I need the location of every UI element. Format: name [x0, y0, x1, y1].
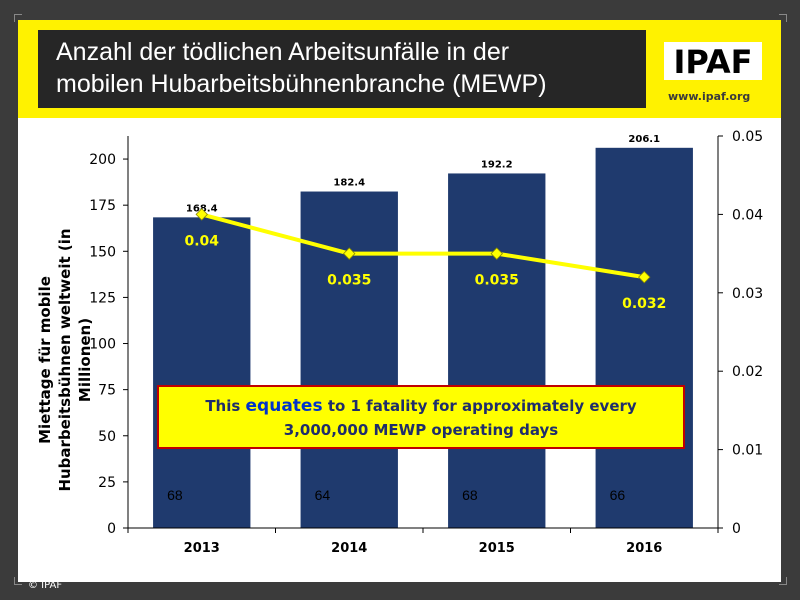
bar-2014	[300, 191, 398, 529]
y-tick-label: 125	[89, 290, 116, 306]
x-tick-label: 2015	[479, 541, 515, 556]
y-tick-label: 50	[98, 429, 116, 445]
bar-2013	[153, 217, 251, 528]
callout-text-part-2: to 1 fatality for approximately every	[322, 397, 637, 415]
y-tick-label: 25	[98, 475, 116, 491]
y2-tick-label: 0.04	[732, 207, 763, 223]
corner-mark-bottom-right	[779, 577, 787, 585]
y-tick-label: 0	[107, 521, 116, 537]
callout-line-1: This equates to 1 fatality for approxima…	[159, 394, 683, 418]
bar-value-label: 182.4	[333, 178, 365, 189]
y-tick-label: 100	[89, 337, 116, 353]
line-point-marker	[490, 247, 503, 260]
x-tick-label: 2016	[626, 541, 662, 556]
line-value-label: 0.035	[475, 273, 519, 289]
corner-mark-bottom-left	[14, 577, 22, 585]
x-tick-label: 2013	[184, 541, 220, 556]
line-value-label: 0.035	[327, 273, 371, 289]
ipaf-logo-text: IPAF	[673, 43, 752, 80]
bar-value-label: 206.1	[628, 134, 660, 145]
callout-box: This equates to 1 fatality for approxima…	[157, 385, 685, 449]
corner-mark-top-left	[14, 14, 22, 22]
ipaf-logo: IPAF	[664, 42, 762, 80]
callout-line-2: 3,000,000 MEWP operating days	[283, 421, 559, 439]
bar-value-label: 192.2	[481, 159, 513, 170]
bar-2015	[448, 173, 546, 529]
callout-emphasis: equates	[245, 396, 323, 416]
title-box	[38, 30, 646, 108]
bar-inner-label: 68	[167, 487, 183, 503]
line-point-marker	[195, 208, 208, 221]
bar-inner-label: 64	[315, 487, 331, 503]
x-tick-label: 2014	[331, 541, 367, 556]
chart-title-line-1: Anzahl der tödlichen Arbeitsunfälle in d…	[56, 38, 510, 66]
chart-title: Anzahl der tödlichen Arbeitsunfälle in d…	[56, 36, 646, 100]
website-link[interactable]: www.ipaf.org	[668, 90, 751, 103]
y2-tick-label: 0	[732, 521, 741, 537]
y-tick-label: 150	[89, 244, 116, 260]
copyright-notice: © IPAF	[28, 580, 63, 591]
bar-inner-label: 66	[610, 487, 626, 503]
line-value-label: 0.04	[184, 233, 219, 249]
chart-title-line-2: mobilen Hubarbeitsbühnenbranche (MEWP)	[56, 70, 547, 98]
y-tick-label: 75	[98, 383, 116, 399]
y2-tick-label: 0.05	[732, 129, 763, 145]
y2-tick-label: 0.01	[732, 443, 763, 459]
y-tick-label: 200	[89, 152, 116, 168]
line-value-label: 0.032	[622, 296, 666, 312]
y2-tick-label: 0.02	[732, 364, 763, 380]
bar-inner-label: 68	[462, 487, 478, 503]
line-point-marker	[343, 247, 356, 260]
callout-text-part-1: This	[205, 397, 246, 415]
fatality-rate-line	[201, 212, 645, 280]
bar-2016	[595, 147, 693, 528]
line-point-marker	[638, 270, 651, 284]
y-tick-label: 175	[89, 198, 116, 214]
y2-tick-label: 0.03	[732, 286, 763, 302]
corner-mark-top-right	[779, 14, 787, 22]
